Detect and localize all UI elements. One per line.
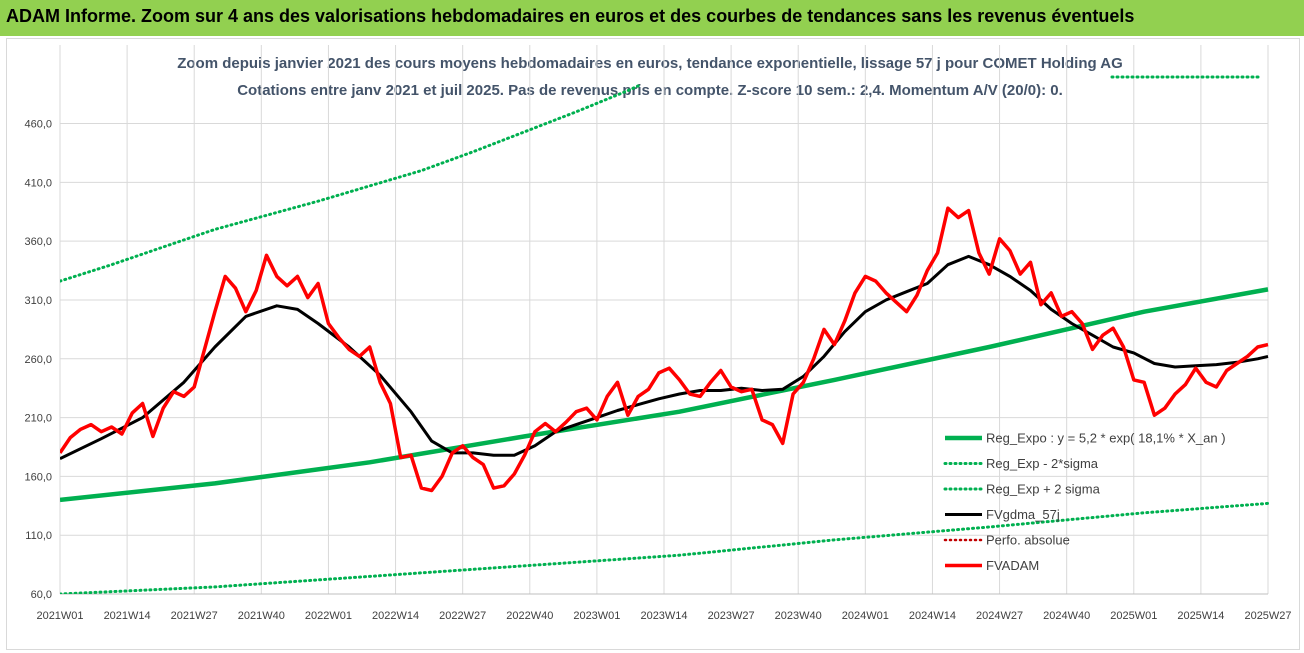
y-axis-ticks: 60,0 110,0 160,0 210,0 260,0 310,0 360,0 410,0 4…	[24, 119, 52, 601]
y-tick-label: 410,0	[24, 177, 52, 189]
y-tick-label: 260,0	[24, 354, 52, 366]
x-axis-ticks: 2021W01 2021W14 2021W27 2021W40 2022W01 2022W…	[36, 610, 1291, 622]
x-tick-label: 2021W27	[171, 610, 218, 622]
x-tick-label: 2025W01	[1110, 610, 1157, 622]
chart-area	[6, 38, 1300, 650]
x-tick-label: 2025W14	[1177, 610, 1224, 622]
y-tick-label: 310,0	[24, 295, 52, 307]
x-tick-label: 2021W14	[104, 610, 151, 622]
title-banner: ADAM Informe. Zoom sur 4 ans des valoris…	[0, 0, 1304, 36]
x-tick-label: 2024W01	[842, 610, 889, 622]
x-tick-label: 2021W40	[238, 610, 285, 622]
series-layer	[60, 75, 1270, 594]
y-tick-label: 210,0	[24, 413, 52, 425]
series-reg-plus-2sigma	[60, 84, 640, 283]
chart-title: Zoom depuis janvier 2021 des cours moyen…	[177, 55, 1123, 72]
legend-entry: Perfo. absolue	[986, 533, 1070, 548]
x-tick-label: 2021W01	[36, 610, 83, 622]
y-tick-label: 60,0	[31, 589, 52, 601]
x-tick-label: 2023W40	[775, 610, 822, 622]
x-tick-label: 2022W40	[506, 610, 553, 622]
x-tick-label: 2023W01	[573, 610, 620, 622]
x-tick-label: 2024W27	[976, 610, 1023, 622]
x-tick-label: 2022W01	[305, 610, 352, 622]
y-tick-label: 160,0	[24, 471, 52, 483]
legend-entry: Reg_Exp + 2 sigma	[986, 482, 1101, 497]
x-tick-label: 2024W40	[1043, 610, 1090, 622]
x-tick-label: 2023W14	[640, 610, 687, 622]
chart-subtitle: Cotations entre janv 2021 et juil 2025. …	[237, 82, 1063, 99]
y-tick-label: 460,0	[24, 119, 52, 131]
legend-entry: FVgdma_57j	[986, 507, 1060, 522]
page-title: ADAM Informe. Zoom sur 4 ans des valoris…	[6, 6, 1135, 26]
x-tick-label: 2023W27	[708, 610, 755, 622]
series-reg-minus-2sigma	[60, 501, 1270, 594]
x-tick-label: 2024W14	[909, 610, 956, 622]
legend-entry: Reg_Exp - 2*sigma	[986, 456, 1099, 471]
legend: Reg_Expo : y = 5,2 * exp( 18,1% * X_an )…	[943, 431, 1226, 573]
y-tick-label: 360,0	[24, 236, 52, 248]
y-tick-label: 110,0	[25, 530, 52, 542]
x-tick-label: 2025W27	[1244, 610, 1291, 622]
series-reg-expo	[60, 287, 1269, 503]
legend-entry: FVADAM	[986, 558, 1039, 573]
x-tick-label: 2022W27	[439, 610, 486, 622]
legend-entry: Reg_Expo : y = 5,2 * exp( 18,1% * X_an )	[986, 431, 1226, 446]
x-tick-label: 2022W14	[372, 610, 419, 622]
series-fvadam	[60, 206, 1269, 493]
